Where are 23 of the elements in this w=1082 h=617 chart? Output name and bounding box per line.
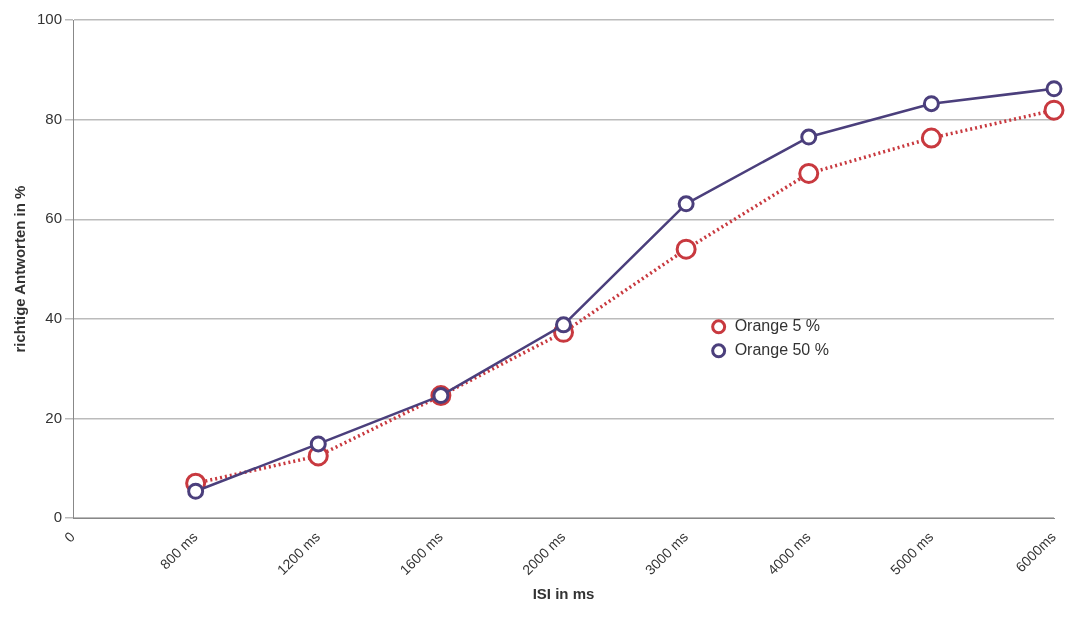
y-axis-title: richtige Antworten in % <box>11 185 29 353</box>
point <box>555 316 573 334</box>
point <box>800 128 818 146</box>
y-tick-label: 80 <box>45 109 63 127</box>
y-tick-label: 20 <box>45 408 63 426</box>
y-tick-label: 100 <box>37 10 63 28</box>
point <box>675 238 697 260</box>
y-tick-label: 0 <box>53 508 63 526</box>
point <box>1043 99 1065 121</box>
legend-label: Orange 50 % <box>734 341 829 359</box>
point <box>309 435 327 453</box>
point <box>677 195 695 213</box>
point <box>1045 80 1063 98</box>
x-tick-label: 0 <box>61 528 79 546</box>
point <box>920 127 942 149</box>
point <box>922 95 940 113</box>
point <box>798 162 820 184</box>
legend-label: Orange 5 % <box>734 317 821 335</box>
x-tick-label: 800 ms <box>156 528 201 573</box>
point <box>187 482 205 500</box>
x-axis-title: ISI in ms <box>532 585 595 603</box>
y-tick-label: 40 <box>45 309 63 327</box>
y-tick-label: 60 <box>45 209 63 227</box>
